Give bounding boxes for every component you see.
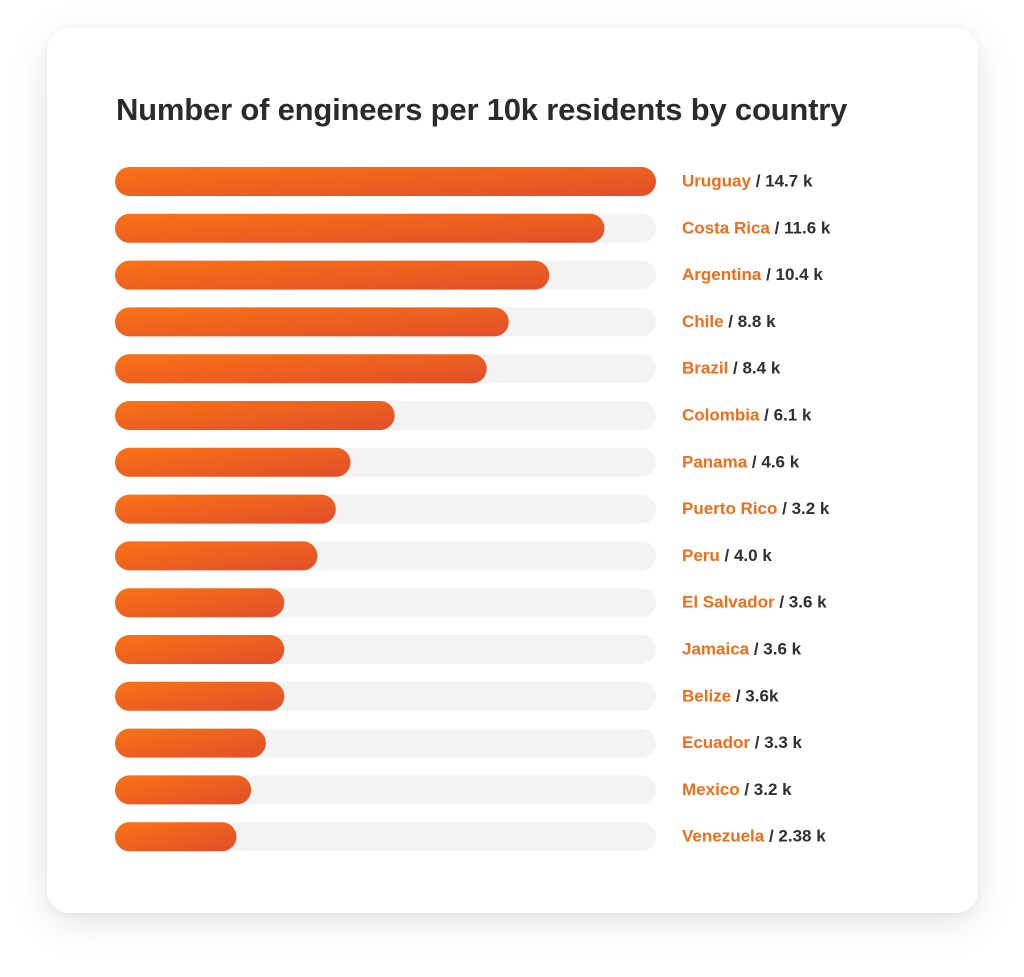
- value-label: / 4.0 k: [720, 546, 773, 565]
- bar-label-colombia: Colombia / 6.1 k: [682, 406, 812, 425]
- bar-chile: [115, 307, 509, 337]
- bar-el-salvador: [115, 588, 285, 618]
- value-label: / 3.6 k: [749, 640, 802, 659]
- value-label: / 11.6 k: [770, 219, 831, 238]
- country-label: Peru: [682, 546, 720, 565]
- chart-title: Number of engineers per 10k residents by…: [116, 92, 848, 127]
- country-label: Jamaica: [682, 640, 750, 659]
- value-label: / 3.2 k: [740, 780, 793, 799]
- bar-ecuador: [115, 728, 266, 758]
- value-label: / 4.6 k: [747, 453, 800, 472]
- value-label: / 10.4 k: [761, 266, 823, 285]
- labels-group: Uruguay / 14.7 k Costa Rica / 11.6 k Argen…: [682, 172, 831, 846]
- bar-costa-rica: [115, 213, 605, 243]
- bar-track-mexico: [115, 775, 656, 805]
- bar-uruguay: [115, 167, 656, 196]
- bars-group: [115, 167, 656, 852]
- value-label: / 8.8 k: [724, 312, 777, 331]
- bar-jamaica: [115, 635, 285, 664]
- country-label: Argentina: [682, 266, 762, 285]
- bar-label-venezuela: Venezuela / 2.38 k: [682, 827, 826, 846]
- value-label: / 3.2 k: [777, 500, 830, 519]
- bar-label-belize: Belize / 3.6k: [682, 687, 779, 706]
- country-label: Belize: [682, 687, 731, 706]
- value-label: / 2.38 k: [764, 827, 826, 846]
- value-label: / 3.6 k: [775, 593, 828, 612]
- bar-track-venezuela: [115, 822, 656, 852]
- bar-label-costa-rica: Costa Rica / 11.6 k: [682, 219, 831, 238]
- value-label: / 3.3 k: [750, 734, 803, 753]
- bar-label-puerto-rico: Puerto Rico / 3.2 k: [682, 500, 830, 519]
- bar-label-brazil: Brazil / 8.4 k: [682, 359, 781, 378]
- bar-brazil: [115, 354, 487, 384]
- bar-venezuela: [115, 822, 237, 852]
- country-label: Colombia: [682, 406, 760, 425]
- country-label: Ecuador: [682, 734, 750, 753]
- country-label: Panama: [682, 453, 748, 472]
- bar-label-argentina: Argentina / 10.4 k: [682, 266, 823, 285]
- bar-belize: [115, 681, 285, 711]
- country-label: Costa Rica: [682, 219, 770, 238]
- bar-puerto-rico: [115, 494, 336, 524]
- value-label: / 6.1 k: [759, 406, 812, 425]
- bar-label-mexico: Mexico / 3.2 k: [682, 780, 792, 799]
- bar-label-panama: Panama / 4.6 k: [682, 453, 800, 472]
- country-label: Brazil: [682, 359, 728, 378]
- value-label: / 3.6k: [731, 687, 779, 706]
- bar-peru: [115, 541, 318, 571]
- country-label: El Salvador: [682, 593, 775, 612]
- bar-label-el-salvador: El Salvador / 3.6 k: [682, 593, 827, 612]
- bar-label-chile: Chile / 8.8 k: [682, 312, 776, 331]
- bar-colombia: [115, 401, 395, 430]
- country-label: Chile: [682, 312, 724, 331]
- country-label: Uruguay: [682, 172, 752, 191]
- country-label: Venezuela: [682, 827, 765, 846]
- bar-mexico: [115, 775, 252, 805]
- bar-panama: [115, 447, 351, 477]
- value-label: / 14.7 k: [751, 172, 813, 191]
- value-label: / 8.4 k: [728, 359, 781, 378]
- country-label: Mexico: [682, 780, 740, 799]
- bar-label-uruguay: Uruguay / 14.7 k: [682, 172, 813, 191]
- bar-label-jamaica: Jamaica / 3.6 k: [682, 640, 802, 659]
- bar-label-peru: Peru / 4.0 k: [682, 546, 772, 565]
- bar-argentina: [115, 260, 550, 290]
- bar-label-ecuador: Ecuador / 3.3 k: [682, 734, 803, 753]
- country-label: Puerto Rico: [682, 500, 777, 519]
